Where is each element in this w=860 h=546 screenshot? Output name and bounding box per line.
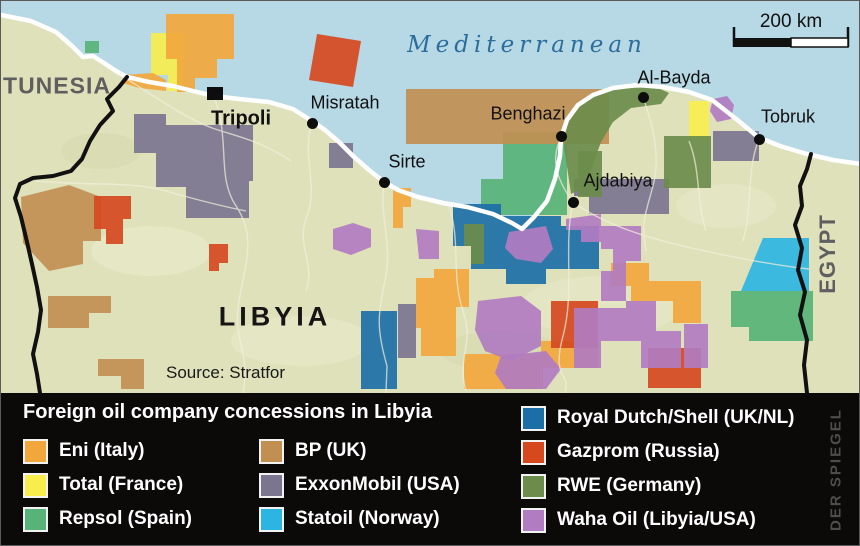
legend-label-total: Total (France) bbox=[59, 474, 184, 495]
legend-swatch-shell bbox=[521, 405, 546, 431]
legend-swatch-repsol bbox=[23, 506, 48, 532]
legend-label-shell: Royal Dutch/Shell (UK/NL) bbox=[557, 407, 795, 428]
concession-gazprom bbox=[94, 196, 131, 244]
city-label-tobruk: Tobruk bbox=[760, 106, 816, 127]
legend-label-exxon: ExxonMobil (USA) bbox=[295, 474, 460, 495]
concession-rwe bbox=[578, 151, 602, 197]
city-label-tripoli: Tripoli bbox=[211, 107, 271, 130]
concession-waha bbox=[566, 214, 601, 242]
concession-waha bbox=[574, 308, 626, 368]
city-label-al-bayda: Al-Bayda bbox=[637, 67, 711, 88]
legend-label-eni: Eni (Italy) bbox=[59, 440, 145, 461]
concession-gazprom bbox=[209, 244, 228, 271]
legend-label-statoil: Statoil (Norway) bbox=[295, 508, 440, 529]
concession-exxon bbox=[713, 131, 759, 161]
city-label-benghazi: Benghazi bbox=[490, 103, 566, 124]
country-borders bbox=[13, 75, 813, 393]
legend-item-rwe: RWE (Germany) bbox=[521, 473, 701, 499]
concession-waha bbox=[626, 301, 681, 368]
city-marker-tripoli bbox=[207, 87, 223, 100]
concession-gazprom bbox=[309, 34, 361, 87]
legend-swatch-waha bbox=[521, 507, 546, 533]
concession-eni bbox=[421, 328, 456, 356]
legend-item-repsol: Repsol (Spain) bbox=[23, 506, 192, 532]
legend-swatch-statoil bbox=[259, 506, 284, 532]
concession-waha bbox=[333, 223, 371, 255]
scale-bar bbox=[732, 27, 850, 48]
roads bbox=[35, 78, 810, 393]
city-marker-ajdabiya bbox=[567, 196, 579, 208]
concession-waha bbox=[495, 351, 561, 389]
brand-der-spiegel: DER SPIEGEL bbox=[827, 408, 845, 531]
legend-item-statoil: Statoil (Norway) bbox=[259, 506, 440, 532]
legend-swatch-rwe bbox=[521, 473, 546, 499]
egypt-border-line bbox=[793, 152, 813, 393]
city-marker-sirte bbox=[378, 176, 390, 188]
legend-item-exxon: ExxonMobil (USA) bbox=[259, 472, 460, 498]
map-canvas bbox=[1, 1, 859, 393]
legend-item-waha: Waha Oil (Libyia/USA) bbox=[521, 507, 756, 533]
legend-label-bp: BP (UK) bbox=[295, 440, 367, 461]
concession-waha bbox=[416, 229, 439, 259]
legend-item-bp: BP (UK) bbox=[259, 438, 366, 464]
concession-eni bbox=[393, 188, 411, 228]
legend-item-shell: Royal Dutch/Shell (UK/NL) bbox=[521, 405, 795, 431]
concession-waha bbox=[601, 226, 641, 301]
legend-item-total: Total (France) bbox=[23, 472, 183, 498]
legend-label-rwe: RWE (Germany) bbox=[557, 475, 702, 496]
concession-rwe bbox=[664, 136, 711, 188]
concession-bp bbox=[406, 89, 609, 144]
legend-swatch-total bbox=[23, 472, 48, 498]
city-label-ajdabiya: Ajdabiya bbox=[583, 170, 653, 191]
concession-bp bbox=[98, 359, 144, 389]
map-area: Mediterranean TUNESIA LIBYIA EGYPT 200 k… bbox=[1, 1, 859, 393]
concession-exxon bbox=[398, 304, 416, 358]
concession-repsol bbox=[481, 132, 567, 215]
legend: Foreign oil company concessions in Libyi… bbox=[1, 393, 859, 545]
legend-label-gazprom: Gazprom (Russia) bbox=[557, 441, 720, 462]
concession-total bbox=[689, 101, 709, 139]
city-marker-al-bayda bbox=[637, 91, 649, 103]
concession-repsol bbox=[731, 291, 813, 341]
legend-swatch-eni bbox=[23, 438, 48, 464]
legend-swatch-gazprom bbox=[521, 439, 546, 465]
concession-waha bbox=[505, 226, 553, 263]
legend-label-waha: Waha Oil (Libyia/USA) bbox=[557, 509, 756, 530]
concession-waha bbox=[684, 324, 708, 368]
city-marker-benghazi bbox=[555, 130, 567, 142]
tunisia-border-line bbox=[13, 75, 129, 393]
legend-title: Foreign oil company concessions in Libyi… bbox=[23, 401, 432, 423]
concession-eni bbox=[166, 14, 234, 92]
city-label-misratah: Misratah bbox=[310, 92, 380, 113]
concession-eni bbox=[611, 263, 701, 323]
concession-bp bbox=[48, 296, 111, 328]
legend-item-eni: Eni (Italy) bbox=[23, 438, 145, 464]
city-marker-misratah bbox=[306, 117, 318, 129]
coastline bbox=[1, 12, 859, 232]
legend-label-repsol: Repsol (Spain) bbox=[59, 508, 193, 529]
concession-shell bbox=[361, 311, 397, 389]
concession-repsol bbox=[85, 41, 99, 53]
concession-rwe bbox=[464, 224, 484, 264]
concession-blocks bbox=[21, 14, 813, 389]
legend-swatch-bp bbox=[259, 438, 284, 464]
city-label-sirte: Sirte bbox=[388, 151, 426, 172]
concession-eni bbox=[416, 269, 469, 328]
concession-waha bbox=[475, 296, 541, 361]
legend-item-gazprom: Gazprom (Russia) bbox=[521, 439, 720, 465]
concession-bp bbox=[21, 185, 101, 271]
legend-swatch-exxon bbox=[259, 472, 284, 498]
city-marker-tobruk bbox=[753, 133, 765, 145]
